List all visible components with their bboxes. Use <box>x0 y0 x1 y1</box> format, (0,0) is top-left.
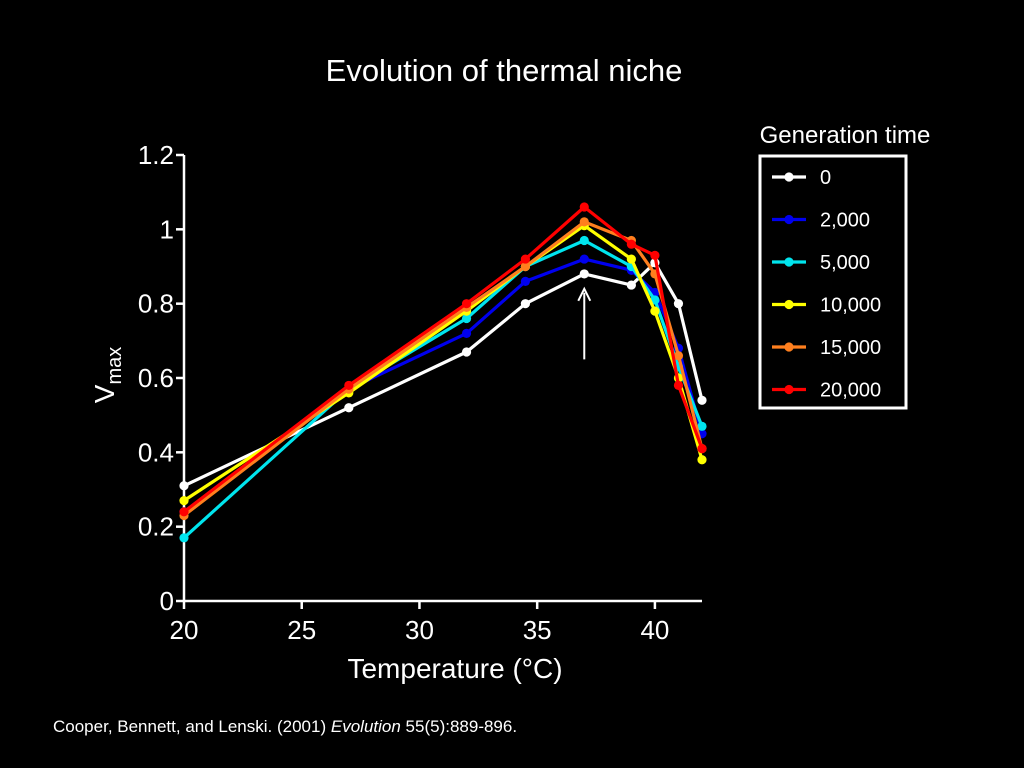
data-point <box>520 299 531 309</box>
data-point <box>673 299 684 309</box>
data-point <box>179 533 189 543</box>
data-point <box>697 395 707 405</box>
data-point <box>579 254 589 264</box>
citation-details: 55(5):889-896. <box>405 717 518 736</box>
arrow-annotation <box>577 286 592 360</box>
y-axis-label-main: V <box>89 384 120 403</box>
data-point <box>179 496 189 506</box>
data-point <box>461 299 472 309</box>
series-line <box>183 257 704 514</box>
y-tick-label: 0.8 <box>138 289 174 319</box>
data-point <box>697 455 707 465</box>
data-point <box>626 239 636 249</box>
legend-swatch-marker <box>784 299 794 310</box>
data-point <box>461 347 472 357</box>
data-point <box>579 269 589 279</box>
x-ticks: 20 25 30 35 40 <box>170 601 669 645</box>
series-1 <box>179 258 707 491</box>
chart-title: Evolution of thermal niche <box>326 53 683 88</box>
data-point <box>697 444 707 454</box>
data-point <box>179 481 189 491</box>
legend-item: 5,000 <box>772 252 870 274</box>
data-point <box>344 403 354 413</box>
data-point <box>673 380 684 391</box>
data-point <box>579 217 589 227</box>
legend-swatch-marker <box>784 214 794 225</box>
data-point <box>179 507 189 517</box>
legend-label: 10,000 <box>820 295 881 317</box>
legend-label: 0 <box>820 167 831 189</box>
y-tick-label: 0.6 <box>138 363 174 393</box>
data-point <box>673 351 684 361</box>
legend-item: 2,000 <box>772 210 870 232</box>
citation-authors: Cooper, Bennett, and Lenski. (2001) <box>53 717 327 736</box>
series-line <box>182 238 704 539</box>
data-point <box>520 261 531 272</box>
data-point <box>461 328 472 338</box>
axes <box>182 155 702 603</box>
x-tick-label: 30 <box>405 615 434 645</box>
legend-swatch-marker <box>784 342 794 352</box>
legend-item: 10,000 <box>772 295 881 317</box>
data-point <box>461 313 472 324</box>
y-tick-label: 0.2 <box>138 512 174 542</box>
legend-item: 20,000 <box>772 380 881 402</box>
legend-label: 20,000 <box>820 380 881 402</box>
citation-journal: Evolution <box>330 717 401 736</box>
x-tick-label: 20 <box>170 615 199 645</box>
data-point <box>626 254 636 264</box>
series-line <box>183 220 704 517</box>
y-tick-label: 0.4 <box>138 437 174 467</box>
x-tick-label: 40 <box>640 615 669 645</box>
data-point <box>697 421 707 431</box>
y-tick-label: 1 <box>160 214 174 244</box>
y-axis-label-sub: max <box>104 347 126 385</box>
legend-box <box>758 154 908 410</box>
legend-swatch-marker <box>784 257 794 267</box>
x-tick-label: 35 <box>523 615 552 645</box>
legend-swatch-marker <box>784 384 794 395</box>
data-point <box>579 202 589 212</box>
legend-item: 0 <box>772 167 831 189</box>
data-point <box>650 250 660 260</box>
data-point <box>626 280 636 290</box>
data-point <box>520 254 531 264</box>
series-2 <box>179 254 707 517</box>
legend-title: Generation time <box>760 122 931 149</box>
series-3 <box>179 235 707 543</box>
x-tick-label: 25 <box>287 615 316 645</box>
arrow-head <box>577 286 592 302</box>
x-axis-label: Temperature (°C) <box>347 653 562 684</box>
series-6 <box>179 202 707 517</box>
data-point <box>650 306 660 316</box>
data-point <box>520 276 531 286</box>
legend-swatch-marker <box>784 172 794 182</box>
series-layer <box>179 202 707 543</box>
legend-label: 2,000 <box>820 210 870 232</box>
y-ticks: 0 0.2 0.4 0.6 0.8 1 1.2 <box>138 140 184 616</box>
legend-item: 15,000 <box>772 337 881 359</box>
y-tick-label: 1.2 <box>138 140 174 170</box>
y-axis-label: Vmax <box>89 347 126 403</box>
legend-label: 5,000 <box>820 252 870 274</box>
citation: Cooper, Bennett, and Lenski. (2001) Evol… <box>53 717 517 737</box>
y-tick-label: 0 <box>160 586 174 616</box>
legend-label: 15,000 <box>820 337 881 359</box>
data-point <box>579 235 589 246</box>
legend-items: 0 2,000 5,000 10,000 15,000 20,000 <box>772 167 881 402</box>
data-point <box>344 380 354 391</box>
